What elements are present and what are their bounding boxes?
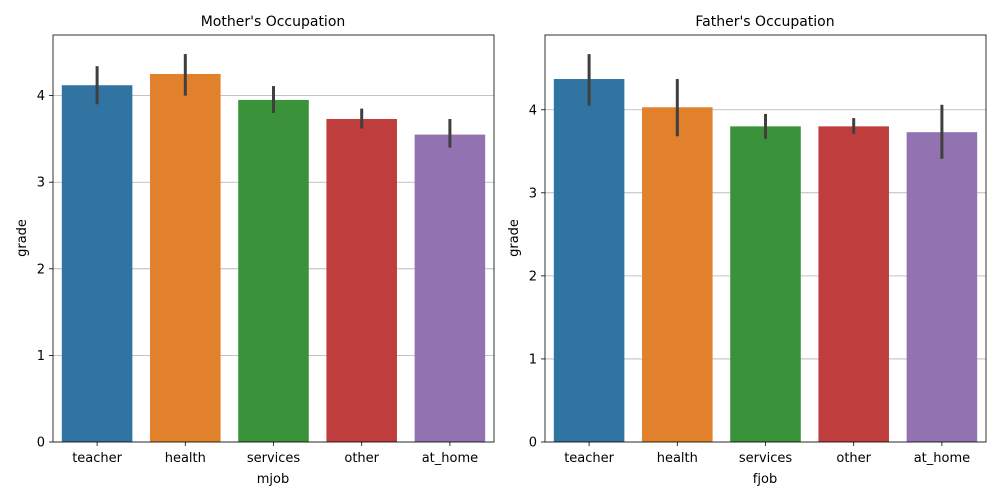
bar-services bbox=[238, 99, 309, 442]
y-ticks: 0 1 2 3 4 bbox=[37, 89, 53, 451]
y-ticks: 0 1 2 3 4 bbox=[529, 103, 545, 451]
y-tick-label: 3 bbox=[37, 176, 45, 191]
y-axis-label: grade bbox=[507, 219, 522, 257]
chart-title: Mother's Occupation bbox=[201, 14, 346, 30]
x-tick-label: at_home bbox=[914, 451, 970, 466]
bar-teacher bbox=[553, 79, 625, 442]
x-tick-label: teacher bbox=[564, 451, 614, 466]
x-tick-label: other bbox=[836, 451, 871, 466]
x-ticks: teacher health services other at_home bbox=[564, 442, 970, 466]
bar-other bbox=[818, 126, 889, 443]
bar-teacher bbox=[61, 85, 133, 443]
y-tick-label: 0 bbox=[37, 436, 45, 451]
y-tick-label: 3 bbox=[529, 186, 537, 201]
father-occupation-panel: Father's Occupation 0 1 2 3 4 teacher health s… bbox=[507, 14, 987, 487]
y-tick-label: 1 bbox=[37, 349, 45, 364]
y-tick-label: 2 bbox=[37, 262, 45, 277]
x-tick-label: services bbox=[739, 451, 793, 466]
bar-health bbox=[150, 73, 221, 443]
bar-at_home bbox=[414, 134, 486, 442]
x-axis-label: mjob bbox=[257, 472, 289, 487]
x-tick-label: at_home bbox=[422, 451, 478, 466]
x-tick-label: services bbox=[247, 451, 301, 466]
y-tick-label: 0 bbox=[529, 436, 537, 451]
x-ticks: teacher health services other at_home bbox=[72, 442, 478, 466]
y-tick-label: 2 bbox=[529, 269, 537, 284]
error-bars bbox=[587, 54, 944, 159]
y-axis-label: grade bbox=[15, 219, 30, 257]
bars bbox=[553, 79, 978, 443]
chart-title: Father's Occupation bbox=[695, 14, 834, 30]
bar-at_home bbox=[906, 132, 978, 442]
x-axis-label: fjob bbox=[753, 472, 777, 487]
x-tick-label: other bbox=[344, 451, 379, 466]
x-tick-label: teacher bbox=[72, 451, 122, 466]
x-tick-label: health bbox=[165, 451, 206, 466]
y-tick-label: 4 bbox=[37, 89, 45, 104]
y-tick-label: 4 bbox=[529, 103, 537, 118]
error-bars bbox=[95, 54, 452, 148]
y-tick-label: 1 bbox=[529, 352, 537, 367]
mother-occupation-panel: Mother's Occupation 0 1 2 3 4 teacher health s… bbox=[15, 14, 495, 487]
x-tick-label: health bbox=[657, 451, 698, 466]
bars bbox=[61, 73, 486, 443]
bar-services bbox=[730, 126, 801, 443]
bar-health bbox=[642, 107, 713, 442]
bar-other bbox=[326, 118, 397, 443]
